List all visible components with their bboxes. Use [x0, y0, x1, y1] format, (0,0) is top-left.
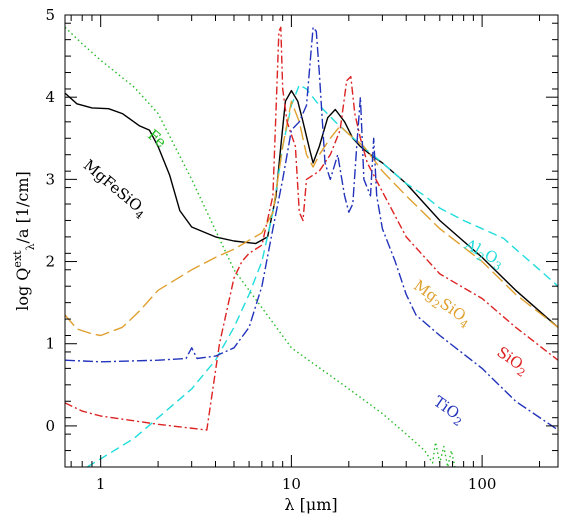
y-tick-label: 4: [45, 88, 55, 106]
series-line-fe: [65, 26, 456, 467]
y-axis-label: log Qextλ/a [1/cm]: [11, 171, 37, 311]
series-label-mgfesio4: MgFeSiO4: [78, 156, 151, 222]
series-label-sio2: SiO2: [492, 343, 532, 380]
tick-layer: 1 10 100 0 1 2 3 4 5: [45, 6, 558, 493]
y-tick-label: 0: [45, 417, 55, 435]
series-line-sio2: [65, 26, 558, 431]
series-label-al2o3: Al2O3: [459, 235, 507, 274]
y-tick-label: 2: [45, 253, 55, 271]
series-line-mg2sio4: [65, 100, 558, 337]
y-tick-label: 1: [45, 335, 55, 353]
series-layer: [65, 26, 558, 467]
series-line-tio2: [65, 26, 558, 431]
x-tick-label: 10: [282, 475, 301, 493]
y-tick-label: 5: [45, 6, 55, 24]
x-axis-label: λ [μm]: [284, 495, 337, 514]
x-tick-label: 100: [468, 475, 497, 493]
series-label-tio2: TiO2: [428, 392, 468, 429]
series-line-al2o3: [86, 84, 558, 467]
y-tick-label: 3: [45, 170, 55, 188]
x-tick-label: 1: [96, 475, 106, 493]
series-label-mg2sio4: Mg2SiO4: [409, 276, 475, 331]
plot-frame: [64, 14, 559, 468]
